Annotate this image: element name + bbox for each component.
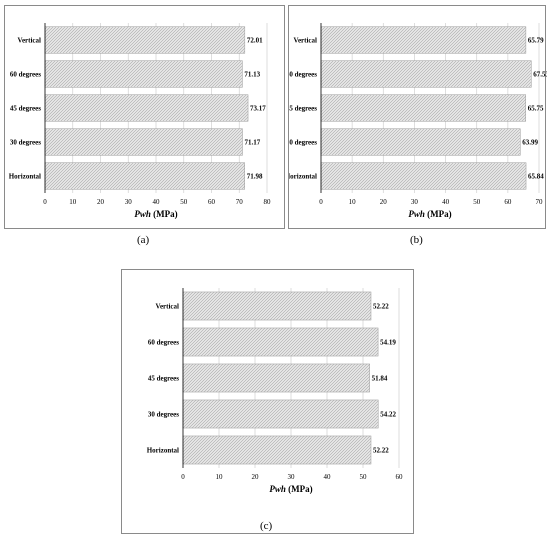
value-label-b-4: 65.84 — [528, 173, 544, 181]
bar-b-1 — [320, 60, 532, 88]
category-label-b-3: 30 degrees — [289, 139, 317, 147]
bar-a-2 — [44, 94, 249, 122]
panel-label-a: (a) — [137, 234, 150, 246]
bar-c-0 — [182, 291, 372, 321]
bar-chart-c: Vertical 52.22 60 degrees 54.19 45 degrees 51… — [147, 288, 404, 494]
category-label-a-3: 30 degrees — [10, 139, 41, 147]
x-tick-label-b-1: 10 — [349, 198, 357, 206]
bar-b-4 — [320, 162, 527, 190]
category-label-c-3: 30 degrees — [148, 411, 179, 419]
x-tick-label-b-0: 0 — [319, 198, 323, 206]
bar-b-2 — [320, 94, 527, 122]
bar-c-1 — [182, 327, 379, 357]
category-label-c-4: Horizontal — [147, 447, 179, 455]
value-label-c-1: 54.19 — [380, 339, 396, 347]
x-axis-title-a: Pwh (MPa) — [134, 209, 177, 219]
bar-c-3 — [182, 399, 379, 429]
chart-panel-a: Vertical 72.01 60 degrees 71.13 45 degrees 73… — [4, 5, 285, 229]
bar-a-4 — [44, 162, 245, 190]
value-label-b-3: 63.99 — [522, 139, 538, 147]
x-tick-label-a-3: 30 — [125, 198, 133, 206]
category-label-b-1: 60 degrees — [289, 71, 317, 79]
x-tick-label-a-0: 0 — [43, 198, 47, 206]
x-tick-label-a-6: 60 — [208, 198, 216, 206]
category-label-c-1: 60 degrees — [148, 339, 179, 347]
category-label-a-4: Horizontal — [9, 173, 41, 181]
category-label-c-2: 45 degrees — [148, 375, 179, 383]
value-label-b-1: 67.53 — [533, 71, 547, 79]
x-tick-label-c-4: 40 — [324, 473, 332, 481]
panel-label-c: (c) — [260, 520, 273, 532]
x-tick-label-a-8: 80 — [264, 198, 272, 206]
x-tick-label-a-7: 70 — [236, 198, 244, 206]
x-axis-title-c: Pwh (MPa) — [269, 484, 312, 494]
x-tick-label-c-0: 0 — [181, 473, 185, 481]
category-label-b-2: 45 degrees — [289, 105, 317, 113]
bar-b-0 — [320, 26, 527, 54]
x-tick-label-b-2: 20 — [380, 198, 388, 206]
panel-label-b: (b) — [410, 234, 423, 246]
bar-c-4 — [182, 435, 372, 465]
chart-panel-c: Vertical 52.22 60 degrees 54.19 45 degrees 51… — [121, 269, 414, 534]
x-tick-label-b-6: 60 — [504, 198, 512, 206]
chart-panel-b: Vertical 65.79 60 degrees 67.53 45 degrees 65… — [288, 5, 547, 229]
x-tick-label-a-2: 20 — [97, 198, 105, 206]
bar-a-0 — [44, 26, 246, 54]
x-tick-label-b-3: 30 — [411, 198, 419, 206]
x-tick-label-c-5: 50 — [360, 473, 368, 481]
bar-a-3 — [44, 128, 243, 156]
x-tick-label-c-6: 60 — [396, 473, 404, 481]
value-label-c-2: 51.84 — [372, 375, 388, 383]
x-tick-label-c-3: 30 — [288, 473, 296, 481]
x-tick-label-a-1: 10 — [69, 198, 77, 206]
x-tick-label-b-4: 40 — [442, 198, 450, 206]
value-label-b-0: 65.79 — [528, 37, 544, 45]
bar-b-3 — [320, 128, 521, 156]
x-tick-label-b-7: 70 — [536, 198, 544, 206]
value-label-a-4: 71.98 — [247, 173, 263, 181]
x-axis-title-b: Pwh (MPa) — [408, 209, 451, 219]
x-tick-label-a-4: 40 — [153, 198, 161, 206]
value-label-b-2: 65.75 — [528, 105, 544, 113]
bar-chart-b: Vertical 65.79 60 degrees 67.53 45 degrees 65… — [289, 23, 547, 219]
value-label-a-3: 71.17 — [244, 139, 260, 147]
category-label-b-4: Horizontal — [289, 173, 317, 181]
x-tick-label-c-1: 10 — [216, 473, 224, 481]
value-label-c-4: 52.22 — [373, 447, 389, 455]
value-label-c-0: 52.22 — [373, 303, 389, 311]
x-tick-label-c-2: 20 — [252, 473, 260, 481]
value-label-a-0: 72.01 — [247, 37, 263, 45]
category-label-a-1: 60 degrees — [10, 71, 41, 79]
bar-chart-a: Vertical 72.01 60 degrees 71.13 45 degrees 73… — [9, 23, 272, 219]
category-label-b-0: Vertical — [294, 37, 318, 45]
x-tick-label-b-5: 50 — [473, 198, 481, 206]
bar-c-2 — [182, 363, 370, 393]
category-label-c-0: Vertical — [156, 303, 180, 311]
x-tick-label-a-5: 50 — [180, 198, 188, 206]
category-label-a-2: 45 degrees — [10, 105, 41, 113]
value-label-a-2: 73.17 — [250, 105, 266, 113]
value-label-a-1: 71.13 — [244, 71, 260, 79]
value-label-c-3: 54.22 — [380, 411, 396, 419]
category-label-a-0: Vertical — [18, 37, 42, 45]
bar-a-1 — [44, 60, 243, 88]
